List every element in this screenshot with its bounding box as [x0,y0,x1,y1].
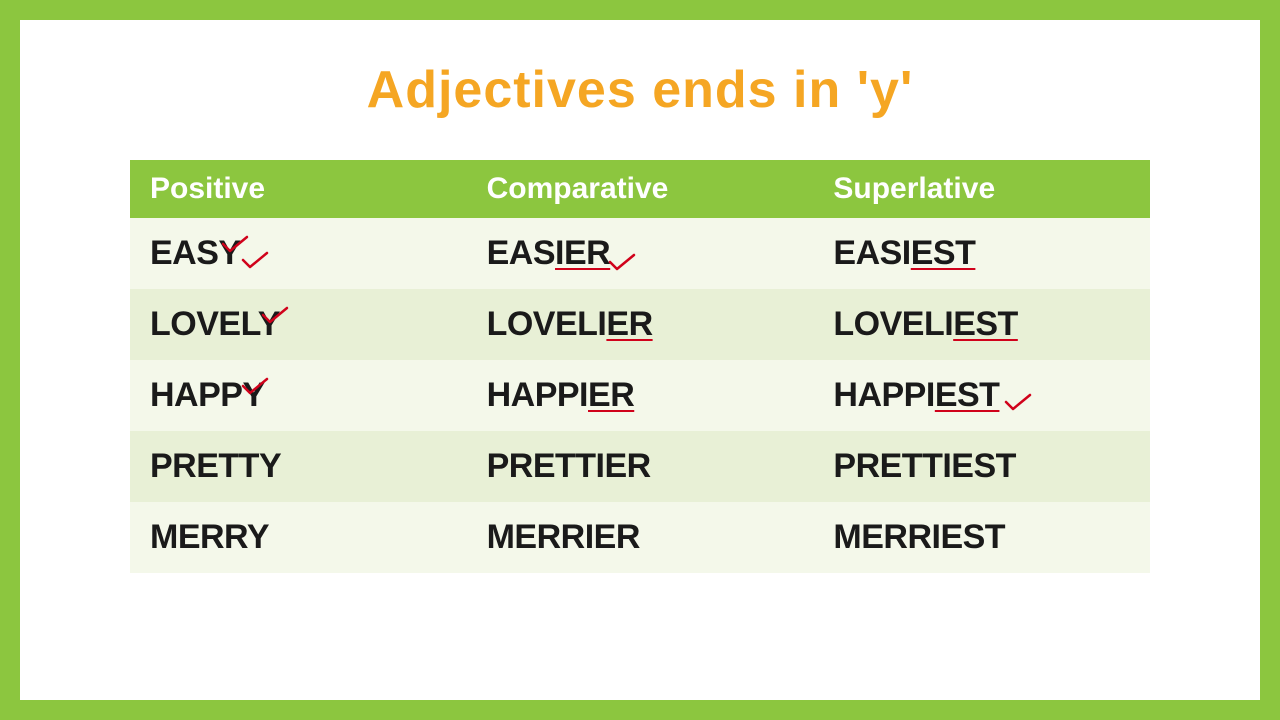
word-base: Happi [487,376,588,414]
word-suffix: est [935,376,1000,414]
table-cell: Pretty [130,431,467,502]
word-suffix: y [218,234,240,272]
check-icon [240,240,270,260]
table-cell: Lovelier [467,289,814,360]
col-comparative: Comparative [467,160,814,218]
word-base: Eas [487,234,555,272]
word-base: Eas [150,234,218,272]
table-cell: Prettier [467,431,814,502]
adjectives-table: Positive Comparative Superlative EasyEas… [130,160,1150,573]
page-title: Adjectives ends in 'y' [367,60,914,120]
word-base: Merri [487,518,594,556]
table-cell: Happiest [813,360,1150,431]
table-cell: Merry [130,502,467,573]
table-cell: Lovely [130,289,467,360]
table-cell: Easier [467,218,814,289]
word-base: Prett [150,447,259,485]
word-suffix: ier [555,234,610,272]
word-base: Pretti [487,447,605,485]
word-base: Merri [833,518,940,556]
table-row: MerryMerrierMerriest [130,502,1150,573]
word-base: Happi [833,376,934,414]
table-cell: Easy [130,218,467,289]
word-base: Merr [150,518,247,556]
table-row: LovelyLovelierLoveliest [130,289,1150,360]
table-cell: Merriest [813,502,1150,573]
table-cell: Prettiest [813,431,1150,502]
word-base: Happ [150,376,242,414]
table-row: EasyEasierEasiest [130,218,1150,289]
table-cell: Easiest [813,218,1150,289]
word-suffix: est [951,447,1016,485]
check-icon [607,242,637,262]
word-suffix: est [911,234,976,272]
word-base: Lovel [150,305,258,343]
word-suffix: er [594,518,640,556]
word-suffix: est [953,305,1018,343]
table-cell: Happier [467,360,814,431]
col-positive: Positive [130,160,467,218]
word-suffix: y [242,376,264,414]
content-frame: Adjectives ends in 'y' Positive Comparat… [20,20,1260,700]
word-base: Pretti [833,447,951,485]
col-superlative: Superlative [813,160,1150,218]
table-cell: Happy [130,360,467,431]
word-suffix: y [247,518,269,556]
word-suffix: y [259,447,281,485]
table-body: EasyEasierEasiestLovelyLovelierLoveliest… [130,218,1150,573]
word-suffix: y [258,305,280,343]
check-icon [1003,382,1033,402]
word-suffix: er [606,305,652,343]
table-row: HappyHappierHappiest [130,360,1150,431]
word-suffix: est [940,518,1005,556]
table-header-row: Positive Comparative Superlative [130,160,1150,218]
word-suffix: er [605,447,651,485]
word-base: Loveli [833,305,953,343]
word-base: Loveli [487,305,607,343]
table-cell: Merrier [467,502,814,573]
word-suffix: er [588,376,634,414]
table-row: PrettyPrettierPrettiest [130,431,1150,502]
table-cell: Loveliest [813,289,1150,360]
word-base: Easi [833,234,910,272]
